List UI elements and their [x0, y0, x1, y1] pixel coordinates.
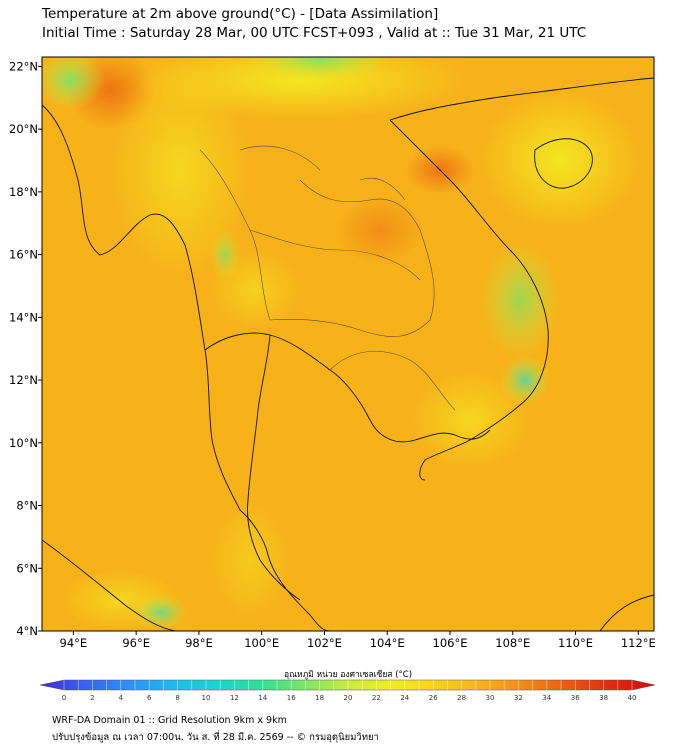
colorbar-tick-label: 24 — [400, 694, 409, 702]
colorbar-tickmarks — [63, 680, 633, 690]
colorbar-scale — [39, 679, 656, 691]
lat-tick-label: 22°N — [9, 59, 38, 73]
lon-tick-label: 94°E — [60, 636, 88, 650]
colorbar-label: อุณหภูมิ หน่วย องศาเซลเซียส (°C) — [284, 669, 412, 680]
chart-subtitle: Initial Time : Saturday 28 Mar, 00 UTC F… — [42, 25, 587, 41]
footer-update-info: ปรับปรุงข้อมูล ณ เวลา 07:00น. วัน ส. ที่… — [52, 732, 379, 743]
colorbar-tick-label: 26 — [429, 694, 438, 702]
footer-model-info: WRF-DA Domain 01 :: Grid Resolution 9km … — [52, 715, 287, 726]
lon-tick-label: 100°E — [244, 636, 279, 650]
lat-tick-label: 6°N — [16, 561, 38, 575]
lat-tick-label: 18°N — [9, 185, 38, 199]
colorbar-tick-label: 38 — [599, 694, 608, 702]
colorbar-tick-label: 22 — [372, 694, 381, 702]
lon-tick-label: 96°E — [122, 636, 150, 650]
lat-tick-label: 12°N — [9, 373, 38, 387]
lon-tick-label: 98°E — [185, 636, 213, 650]
colorbar-tick-label: 0 — [62, 694, 66, 702]
colorbar-tick-label: 34 — [542, 694, 551, 702]
chart-title: Temperature at 2m above ground(°C) - [Da… — [42, 6, 439, 22]
lon-tick-label: 110°E — [558, 636, 593, 650]
colorbar-tick-label: 40 — [628, 694, 637, 702]
longitude-axis: 94°E 96°E 98°E 100°E 102°E 104°E 106°E 108°E 110… — [60, 631, 656, 650]
lon-tick-label: 106°E — [433, 636, 468, 650]
lat-tick-label: 4°N — [16, 624, 38, 638]
temperature-field — [42, 57, 654, 631]
colorbar-tick-label: 36 — [571, 694, 580, 702]
colorbar-tick-label: 20 — [344, 694, 353, 702]
colorbar-tick-label: 6 — [147, 694, 152, 702]
colorbar-ticks: 0 2 4 6 8 10 12 14 16 18 20 22 24 26 28 30 32 34 36 38 40 — [62, 694, 637, 702]
province-borders — [199, 145, 456, 411]
colorbar-tick-label: 16 — [287, 694, 296, 702]
lon-tick-label: 108°E — [495, 636, 530, 650]
colorbar-tick-label: 18 — [315, 694, 324, 702]
colorbar-tick-label: 14 — [258, 694, 267, 702]
map-frame — [41, 56, 655, 632]
coastlines — [42, 77, 654, 631]
colorbar-tick-label: 30 — [486, 694, 495, 702]
lon-tick-label: 104°E — [370, 636, 405, 650]
colorbar-tick-label: 10 — [202, 694, 211, 702]
colorbar-tick-label: 12 — [230, 694, 239, 702]
lon-tick-label: 112°E — [621, 636, 656, 650]
lat-tick-label: 20°N — [9, 122, 38, 136]
lat-tick-label: 16°N — [9, 248, 38, 262]
colorbar-tick-label: 8 — [175, 694, 179, 702]
colorbar-tick-label: 4 — [119, 694, 124, 702]
colorbar-tick-label: 2 — [90, 694, 94, 702]
lat-tick-label: 8°N — [16, 499, 38, 513]
colorbar-tick-label: 32 — [514, 694, 523, 702]
colorbar-tick-label: 28 — [457, 694, 466, 702]
lon-tick-label: 102°E — [307, 636, 342, 650]
lat-tick-label: 10°N — [9, 436, 38, 450]
lat-tick-label: 14°N — [9, 310, 38, 324]
latitude-axis: 22°N 20°N 18°N 16°N 14°N 12°N 10°N 8°N 6°N 4°N — [9, 59, 42, 638]
